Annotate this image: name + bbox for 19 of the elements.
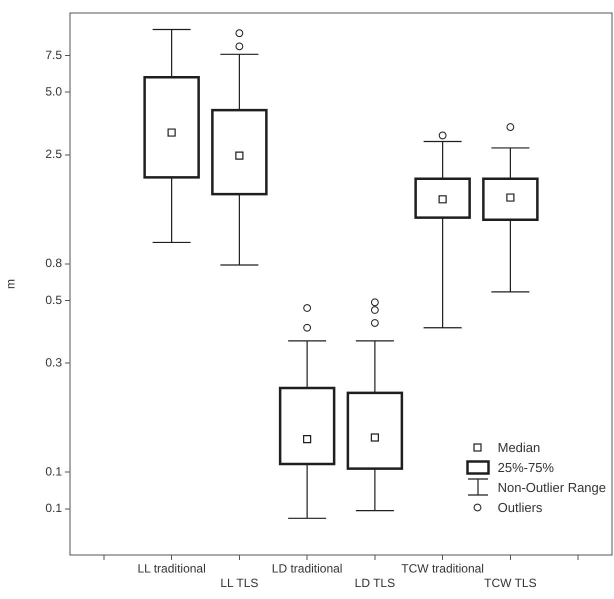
annotation: Outliers — [498, 500, 542, 514]
y-tick-label: 0.5 — [45, 292, 62, 307]
y-tick-label: 0.1 — [45, 501, 62, 516]
x-tick-label: LL traditional — [137, 562, 206, 576]
y-tick-label: 7.5 — [45, 48, 62, 62]
annotation: Non-Outlier Range — [498, 480, 606, 494]
x-tick-label: TCW traditional — [401, 562, 484, 576]
y-tick-label: 2.5 — [45, 147, 62, 162]
x-tick-label: TCW TLS — [484, 576, 537, 590]
annotation: 25%-75% — [498, 460, 554, 474]
y-axis-title: m — [4, 279, 18, 289]
x-tick-label: LL TLS — [220, 576, 258, 590]
y-tick-label: 0.1 — [45, 464, 62, 478]
x-tick-label: LD TLS — [354, 576, 396, 590]
annotation: Median — [498, 440, 540, 454]
y-tick-label: 0.8 — [45, 256, 62, 270]
y-tick-label: 5.0 — [45, 84, 62, 99]
y-tick-label: 0.3 — [45, 356, 62, 370]
x-tick-label: LD traditional — [272, 562, 342, 576]
